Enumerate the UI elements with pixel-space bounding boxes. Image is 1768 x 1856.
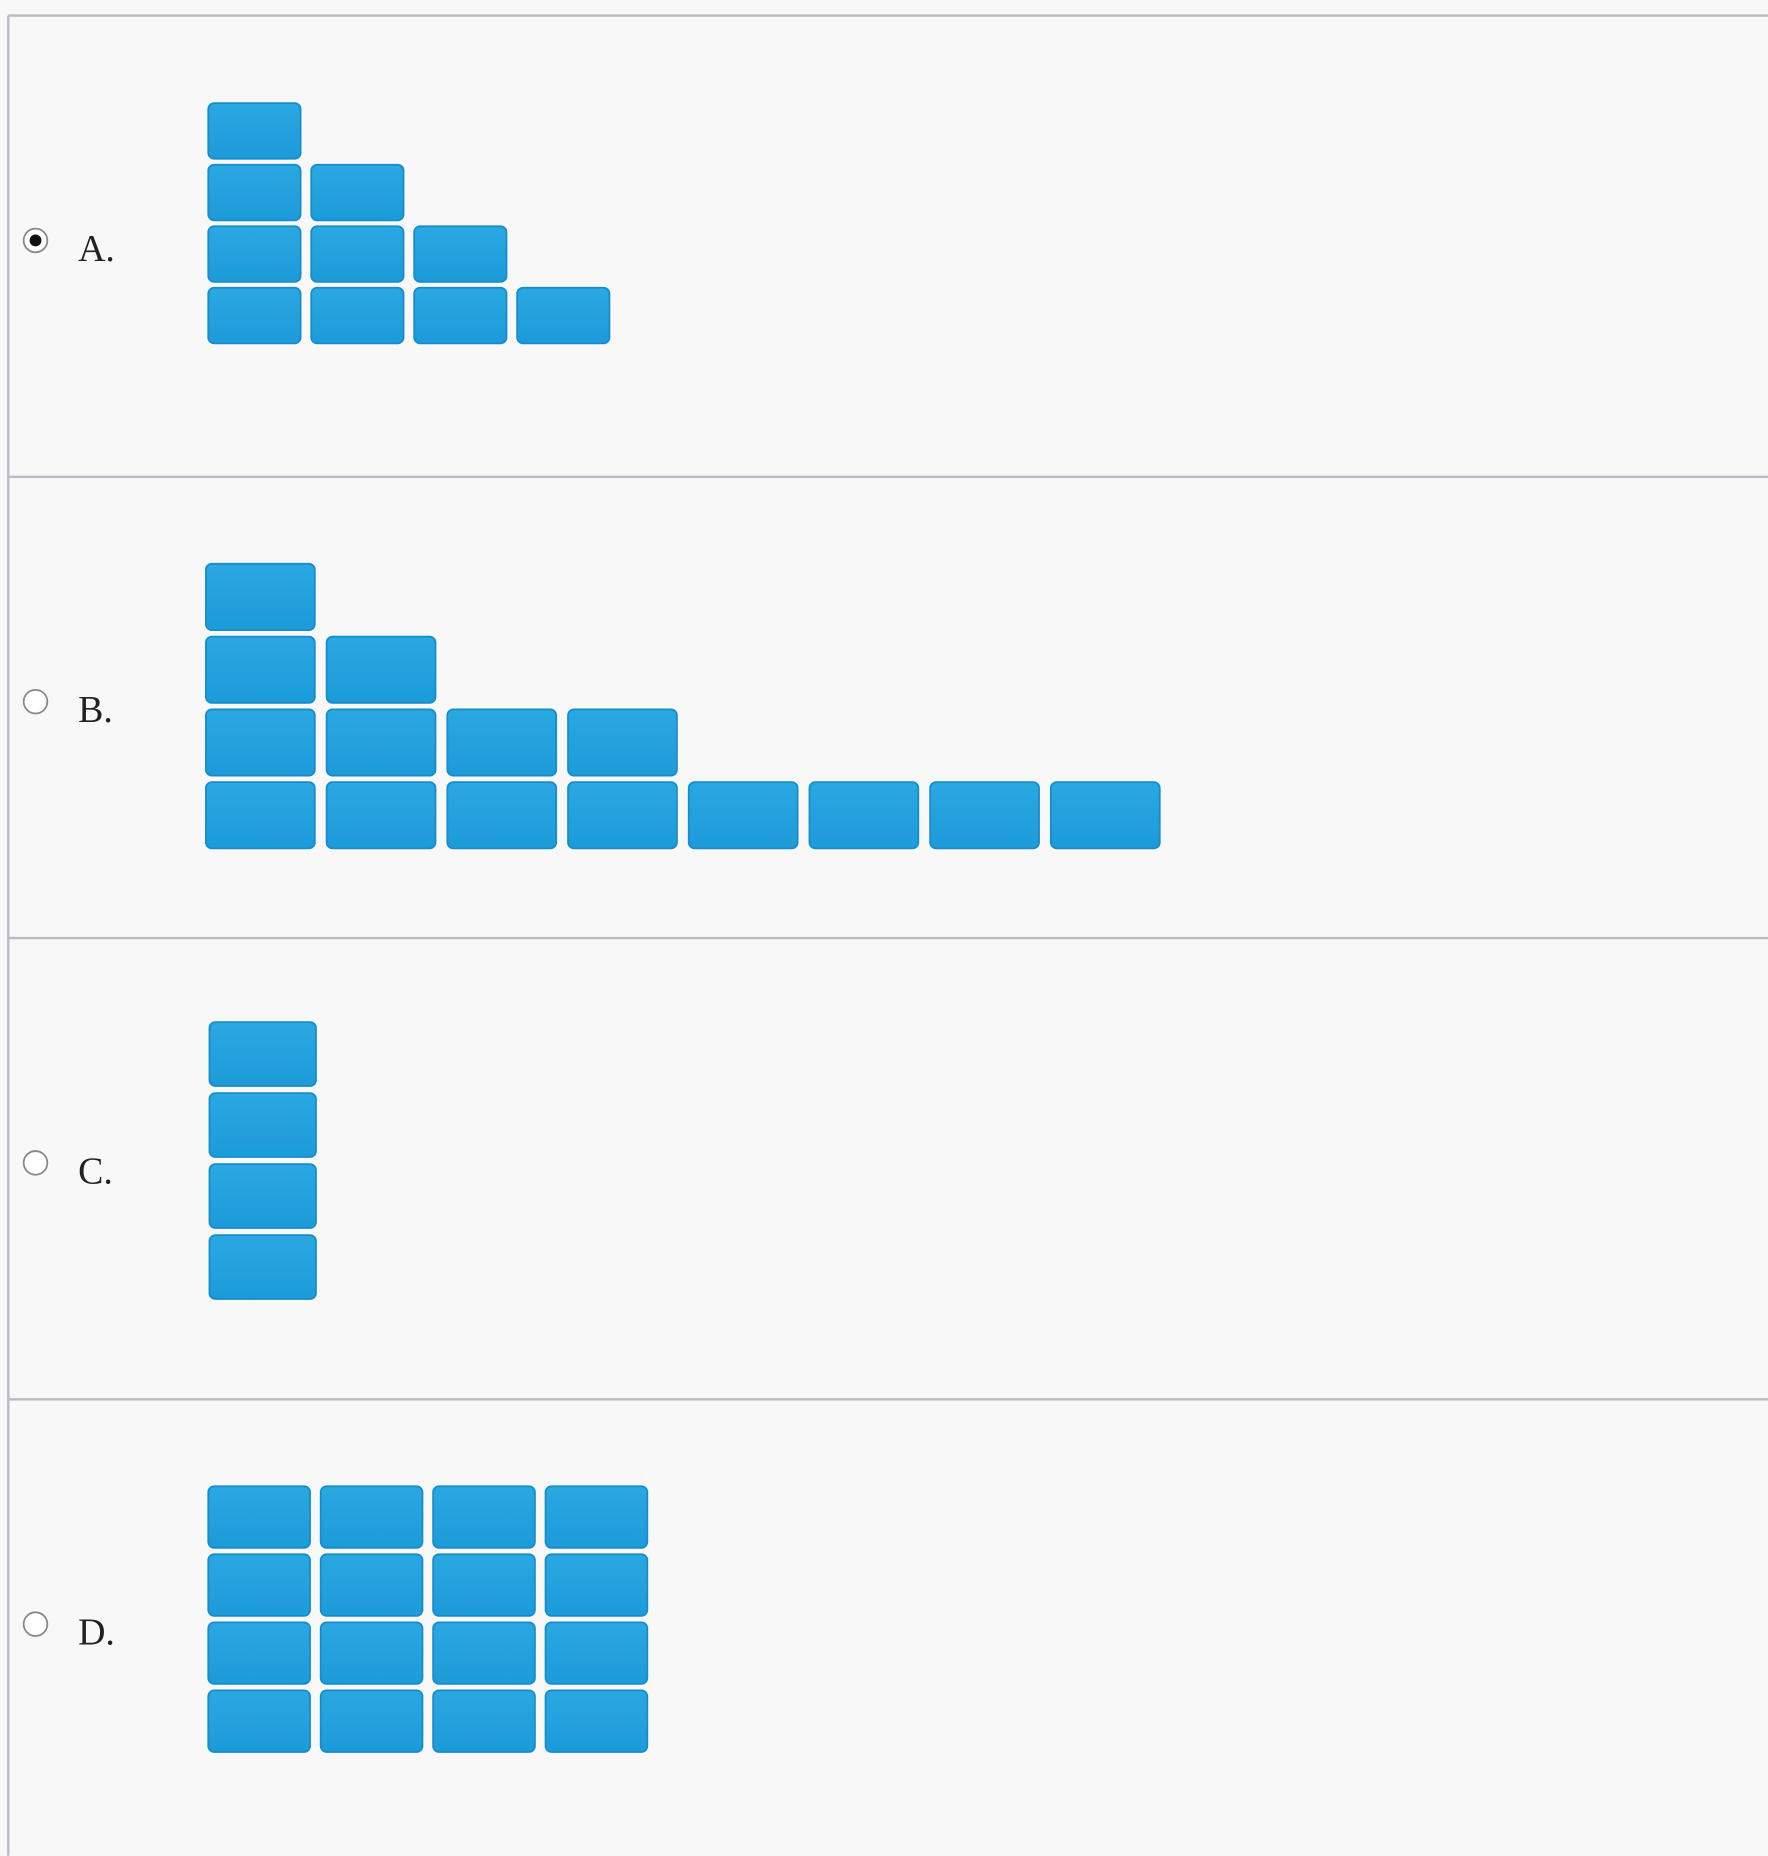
block bbox=[207, 1485, 311, 1549]
block bbox=[310, 225, 405, 283]
block bbox=[544, 1553, 649, 1617]
block bbox=[929, 781, 1040, 850]
block bbox=[446, 781, 558, 850]
block bbox=[208, 1092, 317, 1158]
radio-button[interactable] bbox=[22, 1150, 49, 1176]
block bbox=[319, 1621, 424, 1685]
block bbox=[544, 1621, 649, 1685]
block bbox=[310, 286, 405, 345]
block bbox=[207, 225, 302, 283]
block bbox=[208, 1163, 317, 1229]
option-label[interactable]: D. bbox=[78, 1612, 115, 1654]
block bbox=[432, 1553, 536, 1617]
block bbox=[432, 1689, 536, 1753]
block bbox=[325, 635, 437, 704]
radio-button[interactable] bbox=[22, 688, 49, 715]
block bbox=[310, 163, 405, 222]
block bbox=[205, 635, 316, 704]
block bbox=[319, 1689, 424, 1753]
option-row[interactable]: A. bbox=[8, 14, 1768, 345]
option-row[interactable]: B. bbox=[8, 475, 1768, 850]
block bbox=[413, 286, 508, 345]
block bbox=[516, 286, 611, 345]
option-label[interactable]: A. bbox=[78, 228, 115, 270]
block bbox=[207, 102, 302, 160]
block bbox=[413, 225, 508, 283]
radio-dot bbox=[29, 234, 42, 247]
radio-button[interactable] bbox=[22, 1611, 49, 1637]
block bbox=[207, 1553, 311, 1617]
block bbox=[208, 1021, 317, 1087]
block bbox=[687, 781, 799, 850]
block bbox=[207, 1621, 311, 1685]
block bbox=[319, 1553, 424, 1617]
block bbox=[325, 708, 437, 777]
block bbox=[432, 1485, 536, 1549]
block bbox=[1049, 781, 1161, 850]
block bbox=[205, 781, 316, 850]
block bbox=[205, 562, 316, 631]
option-label[interactable]: C. bbox=[78, 1150, 113, 1192]
block bbox=[208, 1234, 317, 1300]
block bbox=[567, 708, 678, 777]
block bbox=[544, 1689, 649, 1753]
option-label[interactable]: B. bbox=[78, 689, 113, 731]
block bbox=[432, 1621, 536, 1685]
block bbox=[544, 1485, 649, 1549]
block bbox=[808, 781, 920, 850]
block bbox=[446, 708, 558, 777]
block bbox=[567, 781, 678, 850]
block bbox=[207, 1689, 311, 1753]
option-row[interactable]: D. bbox=[8, 1398, 1768, 1753]
option-row[interactable]: C. bbox=[8, 936, 1768, 1300]
block bbox=[319, 1485, 424, 1549]
block bbox=[205, 708, 316, 777]
block bbox=[207, 163, 302, 222]
block bbox=[207, 286, 302, 345]
block bbox=[325, 781, 437, 850]
